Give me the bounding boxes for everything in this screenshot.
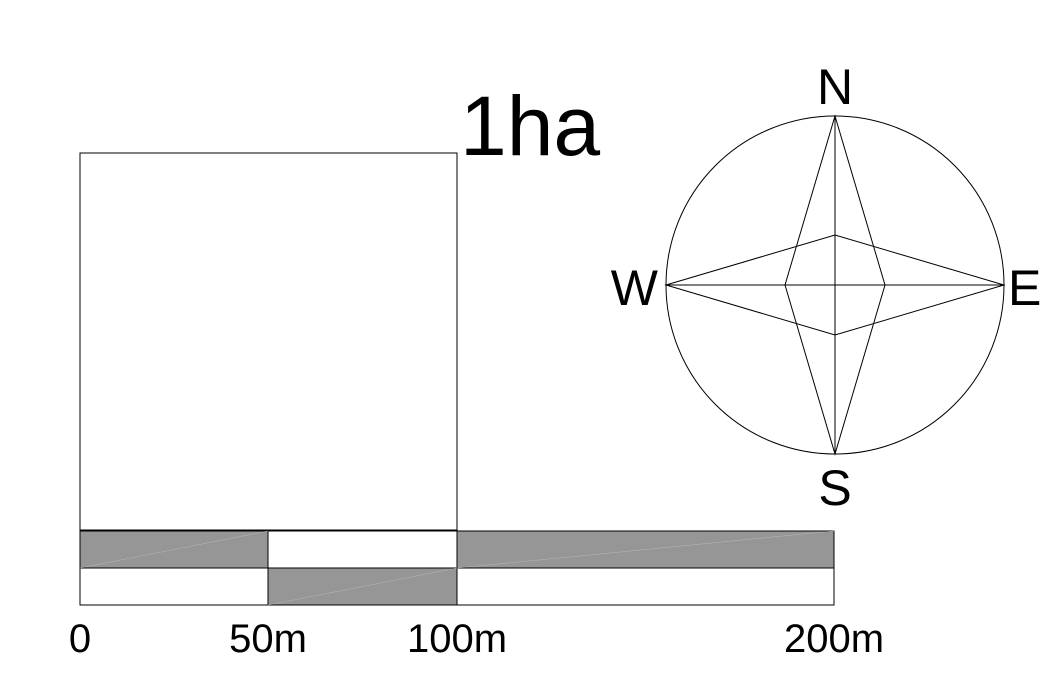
compass-east-label: E: [1008, 260, 1041, 316]
scale-label-50m: 50m: [229, 617, 307, 661]
scale-label-100m: 100m: [407, 617, 507, 661]
scale-segment-bottom-3: [456, 567, 835, 606]
scale-segment-top-2: [267, 530, 458, 569]
area-title: 1ha: [460, 79, 600, 173]
compass-rose: [664, 114, 1006, 456]
compass-south-label: S: [818, 460, 851, 516]
compass-west-label: W: [611, 260, 659, 316]
scale-label-0: 0: [69, 617, 91, 661]
scale-bar-hatch: [79, 530, 835, 606]
compass-north-label: N: [817, 59, 853, 115]
hectare-square: [79, 152, 458, 531]
scale-segment-bottom-1: [79, 567, 269, 606]
scale-label-200m: 200m: [784, 617, 884, 661]
